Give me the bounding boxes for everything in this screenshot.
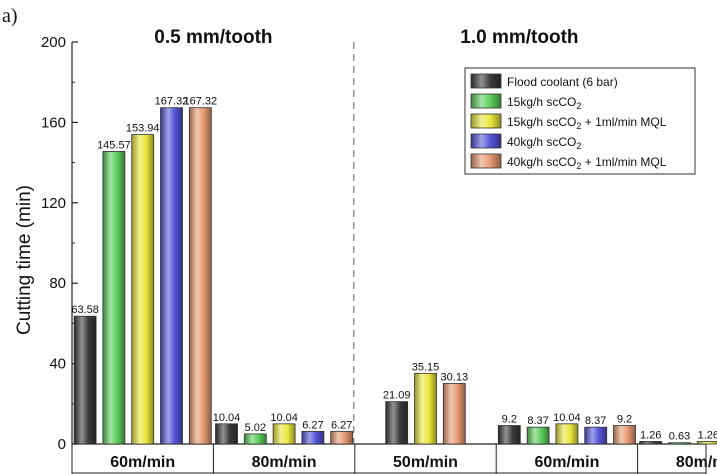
figure-label: a) [2, 5, 18, 27]
bar-1-2-1 [215, 423, 238, 445]
bar-2-2-3 [555, 423, 579, 445]
bar-1-1-3 [131, 134, 155, 445]
bar-2-3-3 [696, 441, 717, 445]
bar-value-label: 9.2 [617, 414, 632, 426]
bar-value-label: 153.94 [126, 123, 160, 135]
panel-title: 0.5 mm/tooth [154, 27, 272, 48]
legend-entry: 40kg/h scCO2 + 1ml/min MQL [507, 155, 667, 171]
bar-value-label: 35.15 [412, 361, 440, 373]
bar-value-label: 21.09 [383, 390, 411, 402]
y-tick-label: 160 [41, 114, 66, 131]
panel-title: 1.0 mm/tooth [460, 27, 578, 48]
legend-swatch [470, 113, 502, 129]
bar-value-label: 30.13 [441, 371, 469, 383]
bar-2-1-3 [442, 383, 466, 445]
bar-value-label: 145.57 [97, 139, 131, 151]
legend-swatch [470, 153, 502, 169]
bar-value-label: 1.26 [698, 429, 717, 441]
bar-value-label: 10.04 [553, 412, 581, 424]
bar-2-2-5 [613, 425, 636, 445]
bar-2-1-1 [385, 401, 409, 445]
group-label: 80m/min [252, 454, 317, 471]
plot-area: 0 40 80 120 160 200 63.58 145.57 153.94 167.32167… [41, 27, 717, 474]
group-label: 60m/min [534, 454, 599, 471]
bar-1-1-4 [160, 107, 183, 445]
bar-1-2-5 [330, 430, 354, 445]
bar-1-1-5 [188, 107, 212, 445]
group-label: 60m/min [110, 454, 175, 471]
bar-value-label: 6.27 [302, 419, 323, 431]
legend-swatch [470, 93, 502, 109]
bar-value-label: 10.04 [270, 412, 298, 424]
y-tick-label: 40 [49, 356, 66, 373]
bar-1-1-2 [102, 150, 126, 445]
y-axis-title: Cutting time (min) [14, 185, 35, 335]
legend-swatch [470, 133, 502, 149]
bar-1-2-3 [272, 423, 296, 445]
bar-2-3-2 [668, 442, 691, 445]
bar-value-label: 8.37 [585, 415, 606, 427]
bar-1-1-1 [73, 315, 97, 445]
bar-value-label: 8.37 [527, 415, 548, 427]
bar-value-label: 167.32 [155, 96, 189, 108]
legend-box [464, 67, 696, 175]
y-tick-label: 80 [49, 275, 66, 292]
bar-2-2-1 [497, 425, 521, 445]
y-tick-label: 200 [41, 34, 66, 51]
bar-2-3-1 [639, 441, 663, 445]
legend-entry: 40kg/h scCO2 [507, 135, 581, 151]
y-tick-label: 120 [41, 195, 66, 212]
legend: Flood coolant (6 bar) 15kg/h scCO2 15kg/h … [464, 67, 696, 175]
bar-value-label: 6.27 [331, 419, 352, 431]
legend-swatch [470, 73, 502, 89]
bar-value-label: 63.58 [71, 304, 99, 316]
legend-entry: Flood coolant (6 bar) [507, 75, 618, 89]
bar-1-2-2 [243, 433, 267, 445]
legend-entry: 15kg/h scCO2 + 1ml/min MQL [507, 115, 667, 131]
bar-2-2-4 [584, 426, 608, 445]
group-label: 50m/min [393, 454, 458, 471]
bar-value-label: 0.63 [669, 431, 690, 443]
bar-value-label: 9.2 [502, 414, 517, 426]
bar-1-2-4 [301, 430, 325, 445]
bar-2-2-2 [526, 426, 550, 445]
bar-value-label: 167.32 [183, 96, 217, 108]
y-tick-label: 0 [58, 436, 66, 453]
group-label: 80m/min [676, 454, 717, 471]
bar-value-label: 10.04 [213, 412, 241, 424]
bar-2-1-2 [414, 372, 437, 445]
bar-value-label: 1.26 [640, 429, 661, 441]
bar-value-label: 5.02 [245, 422, 266, 434]
legend-entry: 15kg/h scCO2 [507, 95, 581, 111]
